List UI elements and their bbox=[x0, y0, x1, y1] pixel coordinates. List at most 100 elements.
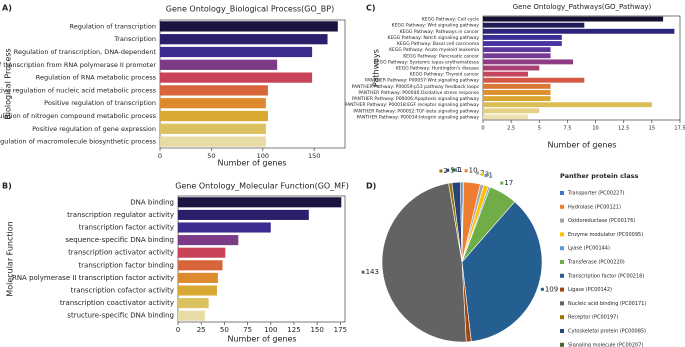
legend-swatch bbox=[560, 191, 564, 195]
pie-slice bbox=[460, 181, 463, 263]
bar bbox=[178, 260, 223, 271]
x-tick-label: 0 bbox=[481, 126, 484, 132]
data-label: 2 bbox=[443, 167, 447, 175]
y-tick-label: Positive regulation of nucleic acid meta… bbox=[0, 86, 157, 94]
label-swatch bbox=[361, 270, 365, 274]
legend-label: Transcription factor (PC00218) bbox=[567, 273, 644, 279]
y-tick-label: structure-specific DNA binding bbox=[67, 312, 174, 320]
legend-label: Nucleic acid binding (PC00171) bbox=[568, 301, 646, 307]
label-swatch bbox=[540, 287, 544, 291]
bar bbox=[160, 59, 278, 70]
y-tick-label: transcription cofactor activity bbox=[71, 287, 174, 295]
chart-title: Gene Ontology_Molecular Function(GO_MF) bbox=[175, 182, 349, 191]
x-tick-label: 175 bbox=[334, 326, 347, 334]
x-tick-label: 125 bbox=[287, 326, 300, 334]
y-tick-label: KEGG Pathway: Wnt signaling pathway bbox=[392, 23, 480, 29]
bar bbox=[483, 65, 540, 71]
x-tick-label: 7.5 bbox=[563, 126, 571, 132]
y-tick-label: PANTHER Pathway: P00006:Apoptosis signal… bbox=[352, 96, 479, 102]
data-label: 17 bbox=[504, 179, 513, 187]
y-tick-label: transcription coactivator activity bbox=[60, 299, 174, 307]
legend-label: Receptor (PC00197) bbox=[568, 315, 618, 321]
legend-label: Signaling molecule (PC00207) bbox=[568, 342, 643, 347]
pie-slice bbox=[461, 201, 543, 342]
y-tick-label: Positive regulation of macromolecule bio… bbox=[0, 138, 157, 146]
legend-label: Transporter (PC00227) bbox=[567, 191, 625, 197]
data-label: 143 bbox=[366, 268, 379, 276]
y-tick-label: Positive regulation of gene expression bbox=[32, 125, 156, 133]
bar bbox=[160, 46, 313, 58]
y-tick-label: KEGG Pathway: Thyroid cancer bbox=[410, 72, 479, 78]
x-axis-label: Number of genes bbox=[217, 159, 286, 168]
chart-title: Gene Ontology_Pathways(GO_Pathway) bbox=[513, 3, 652, 11]
legend-label: Lyase (PC00144) bbox=[568, 246, 610, 252]
y-tick-label: KEGG Pathway: Huntington's disease bbox=[396, 66, 479, 72]
data-label: 10 bbox=[469, 167, 478, 175]
bar bbox=[483, 108, 540, 114]
bar bbox=[483, 90, 551, 95]
bar bbox=[483, 114, 529, 120]
y-tick-label: Regulation of transcription from RNA pol… bbox=[0, 61, 156, 69]
data-label: 1 bbox=[456, 166, 460, 174]
bar bbox=[178, 298, 209, 309]
bar bbox=[160, 72, 313, 83]
label-swatch bbox=[464, 169, 468, 173]
x-tick-label: 15 bbox=[649, 126, 655, 132]
x-tick-label: 12.5 bbox=[618, 126, 629, 132]
x-tick-label: 25 bbox=[197, 326, 206, 334]
legend-swatch bbox=[560, 246, 564, 251]
y-axis-label: Pathways bbox=[372, 49, 381, 87]
y-tick-label: Regulation of transcription bbox=[70, 22, 156, 30]
legend-label: Oxidoreductase (PC00176) bbox=[568, 218, 635, 224]
y-tick-label: transcription activator activity bbox=[68, 249, 174, 257]
y-tick-label: RNA polymerase II transcription factor a… bbox=[12, 274, 174, 282]
y-axis-label: Molecular Function bbox=[6, 221, 15, 296]
bar bbox=[178, 235, 239, 246]
label-swatch bbox=[446, 168, 450, 172]
x-tick-label: 50 bbox=[220, 326, 229, 334]
y-tick-label: transcription regulator activity bbox=[67, 211, 174, 219]
label-swatch bbox=[480, 172, 484, 176]
data-label: 109 bbox=[545, 285, 558, 293]
y-tick-label: PANTHER Pathway: P00057:Wnt signaling pa… bbox=[365, 78, 479, 84]
y-tick-label: PANTHER Pathway: P00018:EGF receptor sig… bbox=[345, 102, 480, 108]
x-tick-label: 75 bbox=[243, 326, 252, 334]
bar bbox=[483, 34, 562, 40]
y-tick-label: KEGG Pathway: Pancreatic cancer bbox=[403, 53, 479, 59]
bar bbox=[483, 96, 551, 102]
y-tick-label: PANTHER Pathway: P00046:Oxidative stress… bbox=[358, 90, 479, 96]
label-swatch bbox=[439, 169, 443, 173]
y-tick-label: Regulation of RNA metabolic process bbox=[36, 74, 157, 82]
panel-letter: D) bbox=[366, 182, 376, 191]
legend-swatch bbox=[560, 329, 564, 333]
bar bbox=[160, 136, 266, 147]
legend-swatch bbox=[560, 204, 564, 209]
bar bbox=[160, 34, 328, 45]
legend-swatch bbox=[560, 260, 564, 264]
legend-swatch bbox=[560, 301, 564, 306]
label-swatch bbox=[453, 168, 457, 172]
legend-swatch bbox=[560, 232, 564, 237]
bar bbox=[483, 41, 562, 46]
bar bbox=[483, 71, 529, 77]
bar bbox=[483, 102, 652, 108]
y-tick-label: KEGG Pathway: Cell cycle bbox=[422, 17, 480, 23]
y-tick-label: PANTHER Pathway: P00059:p53 pathway feed… bbox=[352, 84, 480, 90]
label-swatch bbox=[484, 174, 488, 178]
label-swatch bbox=[452, 168, 456, 172]
y-tick-label: KEGG Pathway: Systemic lupus erythematos… bbox=[374, 59, 480, 65]
y-tick-label: Transcription bbox=[113, 35, 156, 43]
x-tick-label: 2.5 bbox=[507, 126, 515, 132]
legend-swatch bbox=[560, 273, 564, 278]
y-tick-label: Positive regulation of transcription bbox=[44, 99, 156, 107]
bar bbox=[160, 21, 338, 32]
bar bbox=[483, 22, 585, 28]
legend-swatch bbox=[560, 287, 564, 292]
x-tick-label: 10 bbox=[592, 126, 598, 132]
panel-letter: B) bbox=[2, 182, 12, 191]
bar bbox=[483, 59, 574, 65]
bar bbox=[178, 197, 342, 208]
x-tick-label: 50 bbox=[207, 152, 215, 160]
